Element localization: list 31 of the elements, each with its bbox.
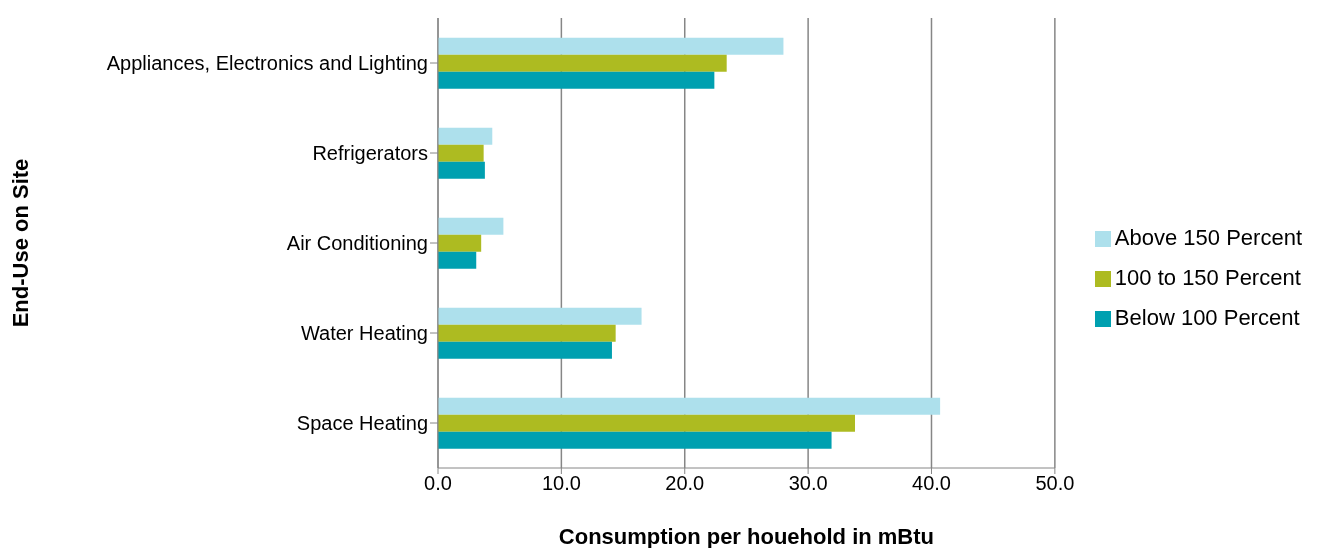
x-tick-label: 50.0: [1035, 472, 1075, 495]
y-tick-label: Water Heating: [300, 322, 428, 345]
bar: [438, 414, 855, 432]
y-tick-label: Refrigerators: [312, 142, 428, 165]
legend-label: Above 150 Percent: [1114, 225, 1302, 250]
bar: [438, 234, 482, 252]
bar: [438, 251, 477, 269]
y-axis-title: End-Use on Site: [7, 158, 33, 328]
bar: [438, 431, 832, 449]
bar: [438, 307, 642, 325]
x-tick-label: 10.0: [541, 472, 581, 495]
bar: [438, 37, 784, 55]
bar: [438, 217, 504, 235]
x-tick-label: 0.0: [424, 472, 452, 495]
x-axis-title: Consumption per houehold in mBtu: [558, 524, 935, 549]
legend-label: Below 100 Percent: [1114, 305, 1300, 330]
bar: [438, 397, 941, 415]
x-tick-label: 20.0: [665, 472, 705, 495]
x-tick-label: 40.0: [912, 472, 951, 495]
y-tick-label: Space Heating: [296, 412, 428, 435]
bar: [438, 161, 485, 179]
bar: [438, 71, 715, 89]
legend-label: 100 to 150 Percent: [1114, 265, 1301, 290]
bar: [438, 54, 727, 72]
bar: [438, 341, 612, 359]
y-tick-label: Appliances, Electronics and Lighting: [106, 52, 428, 75]
y-tick-label: Air Conditioning: [286, 232, 428, 255]
bar: [438, 324, 616, 342]
bar: [438, 127, 493, 145]
bar: [438, 144, 484, 162]
x-tick-label: 30.0: [788, 472, 828, 495]
